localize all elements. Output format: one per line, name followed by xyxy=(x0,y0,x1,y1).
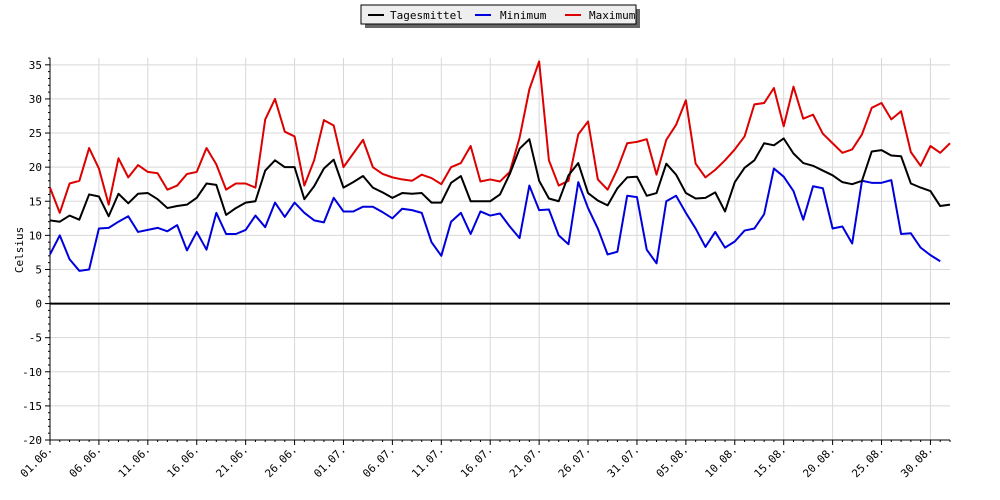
axes xyxy=(49,58,950,441)
y-tick-label: 10 xyxy=(29,229,42,242)
x-tick-label: 15.08. xyxy=(752,443,789,480)
legend-label-tagesmittel: Tagesmittel xyxy=(390,9,463,22)
x-tick-label: 05.08. xyxy=(654,443,691,480)
y-tick-label: 30 xyxy=(29,93,42,106)
y-tick-label: 35 xyxy=(29,59,42,72)
y-tick-label: 5 xyxy=(35,263,42,276)
y-tick-label: -5 xyxy=(29,332,42,345)
x-tick-label: 26.06. xyxy=(262,443,299,480)
y-tick-label: -10 xyxy=(22,366,42,379)
series-line-maximum xyxy=(49,60,951,214)
x-tick-label: 30.08. xyxy=(898,443,935,480)
y-ticks: -20 -15 -10 -5 0 5 10 15 20 25 30 35 xyxy=(22,57,50,447)
x-tick-label: 06.06. xyxy=(67,443,104,480)
x-tick-label: 06.07. xyxy=(360,443,397,480)
y-tick-label: 20 xyxy=(29,161,42,174)
legend-label-minimum: Minimum xyxy=(500,9,547,22)
x-tick-label: 16.06. xyxy=(165,443,202,480)
x-tick-label: 16.07. xyxy=(458,443,495,480)
legend: Tagesmittel Minimum Maximum xyxy=(360,4,640,28)
x-tick-label: 10.08. xyxy=(703,443,740,480)
series-line-tagesmittel xyxy=(49,137,951,223)
x-tick-label: 31.07. xyxy=(605,443,642,480)
x-tick-label: 01.06. xyxy=(18,443,55,480)
grid xyxy=(49,58,950,441)
x-tick-label: 21.07. xyxy=(507,443,544,480)
x-tick-label: 26.07. xyxy=(556,443,593,480)
legend-label-maximum: Maximum xyxy=(589,9,636,22)
y-tick-label: 25 xyxy=(29,127,42,140)
y-tick-label: -20 xyxy=(22,434,42,447)
x-tick-label: 11.06. xyxy=(116,443,153,480)
x-ticks: 01.06. 06.06. 11.06. 16.06. 21.06. 26.06. 01.0… xyxy=(18,440,951,480)
y-tick-label: 15 xyxy=(29,195,42,208)
y-axis-label: Celsius xyxy=(13,227,26,273)
x-tick-label: 01.07. xyxy=(311,443,348,480)
series-lines xyxy=(49,60,951,272)
y-tick-label: 0 xyxy=(35,298,42,311)
y-tick-label: -15 xyxy=(22,400,42,413)
x-tick-label: 21.06. xyxy=(213,443,250,480)
x-tick-label: 11.07. xyxy=(409,443,446,480)
x-tick-label: 20.08. xyxy=(800,443,837,480)
x-tick-label: 25.08. xyxy=(849,443,886,480)
series-line-minimum xyxy=(49,167,941,272)
